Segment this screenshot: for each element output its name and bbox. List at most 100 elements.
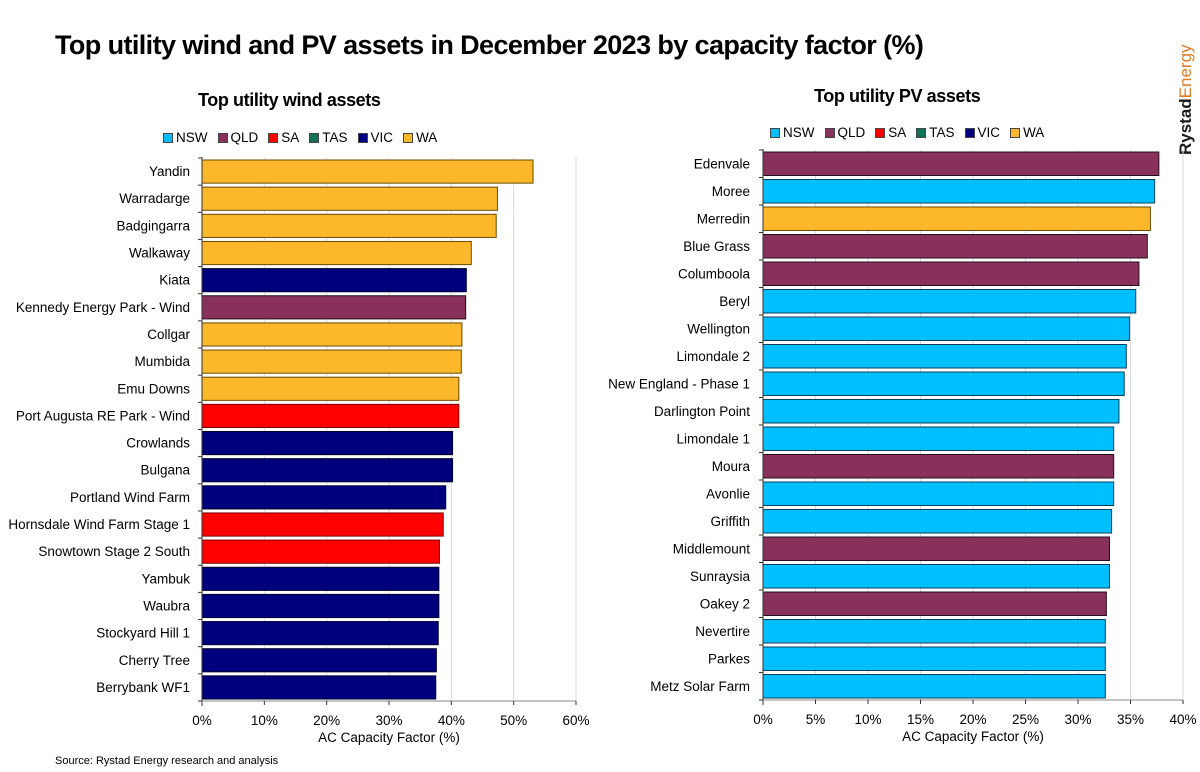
bar-darlington-point — [762, 399, 1120, 424]
category-label: Griffith — [710, 514, 750, 529]
category-label: Kennedy Energy Park - Wind — [16, 300, 190, 315]
category-label: Crowlands — [126, 436, 190, 451]
category-label: Nevertire — [695, 624, 750, 639]
legend-swatch — [309, 132, 320, 143]
legend-swatch — [875, 127, 886, 138]
category-label: Kiata — [159, 273, 190, 288]
category-label: Yambuk — [141, 571, 190, 586]
legend-item-vic: VIC — [357, 130, 394, 145]
x-axis-title: AC Capacity Factor (%) — [318, 730, 460, 745]
x-tick-label: 0% — [753, 712, 773, 727]
legend-swatch — [770, 127, 780, 138]
category-label: Darlington Point — [654, 404, 750, 419]
x-tick-label: 0% — [192, 713, 212, 728]
category-label: Cherry Tree — [119, 653, 190, 668]
legend-item-wa: WA — [403, 130, 437, 145]
legend-item-qld: QLD — [217, 130, 259, 145]
category-label: Walkaway — [129, 246, 190, 261]
category-label: Snowtown Stage 2 South — [38, 544, 190, 559]
legend-swatch — [268, 132, 279, 143]
legend-label: WA — [416, 130, 438, 145]
pv-chart-title: Top utility PV assets — [814, 86, 981, 106]
legend-item-sa: SA — [268, 130, 299, 145]
brand-part1: Rystad — [1176, 98, 1195, 155]
category-label: Metz Solar Farm — [650, 679, 750, 694]
bar-wellington — [762, 316, 1130, 341]
svg-text:RystadEnergy: RystadEnergy — [1176, 44, 1195, 155]
category-label: Beryl — [719, 294, 750, 309]
bar-moree — [762, 179, 1156, 204]
x-tick-label: 10% — [854, 712, 881, 727]
x-tick-label: 20% — [959, 712, 986, 727]
legend-label: SA — [281, 130, 300, 145]
category-label: Sunraysia — [690, 569, 751, 584]
bar-limondale-1 — [762, 426, 1115, 451]
x-tick-label: 35% — [1117, 712, 1144, 727]
x-tick-label: 60% — [562, 713, 589, 728]
legend-item-nsw: NSW — [163, 130, 208, 145]
bar-sunraysia — [762, 564, 1110, 589]
category-label: Waubra — [143, 598, 190, 613]
x-tick-label: 50% — [500, 713, 527, 728]
x-tick-label: 30% — [1064, 712, 1091, 727]
category-label: Blue Grass — [683, 239, 750, 254]
x-tick-label: 40% — [438, 713, 465, 728]
category-label: Bulgana — [140, 463, 190, 478]
legend-label: SA — [888, 125, 907, 140]
x-tick-label: 30% — [375, 713, 402, 728]
legend-label: QLD — [230, 130, 259, 145]
legend-item-tas: TAS — [309, 130, 348, 145]
category-label: Limondale 2 — [676, 349, 750, 364]
bar-parkes — [762, 646, 1106, 671]
legend-item-wa: WA — [1010, 125, 1044, 140]
legend-label: TAS — [929, 125, 955, 140]
legend-item-nsw: NSW — [770, 125, 815, 140]
category-label: Parkes — [708, 651, 750, 666]
wind-legend: NSW QLD SA TAS VIC WA — [163, 130, 437, 145]
category-label: Collgar — [147, 327, 190, 342]
category-label: Hornsdale Wind Farm Stage 1 — [8, 517, 190, 532]
category-label: Badgingarra — [116, 218, 190, 233]
x-tick-label: 25% — [1012, 712, 1039, 727]
legend-swatch — [163, 132, 173, 143]
legend-item-sa: SA — [875, 125, 906, 140]
category-label: Oakey 2 — [700, 596, 750, 611]
x-tick-label: 10% — [251, 713, 278, 728]
bar-avonlie — [762, 481, 1115, 506]
category-label: Merredin — [697, 211, 750, 226]
bar-griffith — [762, 509, 1113, 534]
legend-label: WA — [1023, 125, 1045, 140]
category-label: New England - Phase 1 — [608, 376, 750, 391]
bar-metz-solar-farm — [762, 674, 1106, 699]
legend-label: VIC — [370, 130, 394, 145]
rystad-energy-logo: RystadEnergy — [1172, 42, 1198, 157]
legend-label: VIC — [977, 125, 1001, 140]
bar-new-england-phase-1 — [762, 371, 1125, 396]
bar-blue-grass — [762, 234, 1148, 259]
bar-nevertire — [762, 619, 1106, 644]
category-label: Middlemount — [673, 541, 751, 556]
pv-legend: NSW QLD SA TAS VIC WA — [770, 125, 1044, 140]
legend-swatch — [403, 132, 414, 143]
category-label: Moree — [712, 184, 750, 199]
category-label: Limondale 1 — [676, 431, 750, 446]
legend-item-tas: TAS — [916, 125, 955, 140]
category-label: Edenvale — [694, 156, 750, 171]
x-tick-label: 15% — [907, 712, 934, 727]
legend-label: QLD — [837, 125, 866, 140]
main-title: Top utility wind and PV assets in Decemb… — [55, 30, 924, 60]
brand-logo-svg: RystadEnergy — [1176, 44, 1195, 155]
legend-swatch — [964, 127, 975, 138]
bar-moura — [762, 454, 1115, 479]
legend-swatch — [916, 127, 927, 138]
x-tick-label: 5% — [806, 712, 826, 727]
category-label: Portland Wind Farm — [70, 490, 190, 505]
bar-oakey-2 — [762, 591, 1107, 616]
category-label: Mumbida — [134, 354, 190, 369]
bar-columboola — [762, 261, 1140, 286]
category-label: Wellington — [687, 321, 750, 336]
bar-limondale-2 — [762, 344, 1127, 369]
legend-swatch — [357, 132, 368, 143]
